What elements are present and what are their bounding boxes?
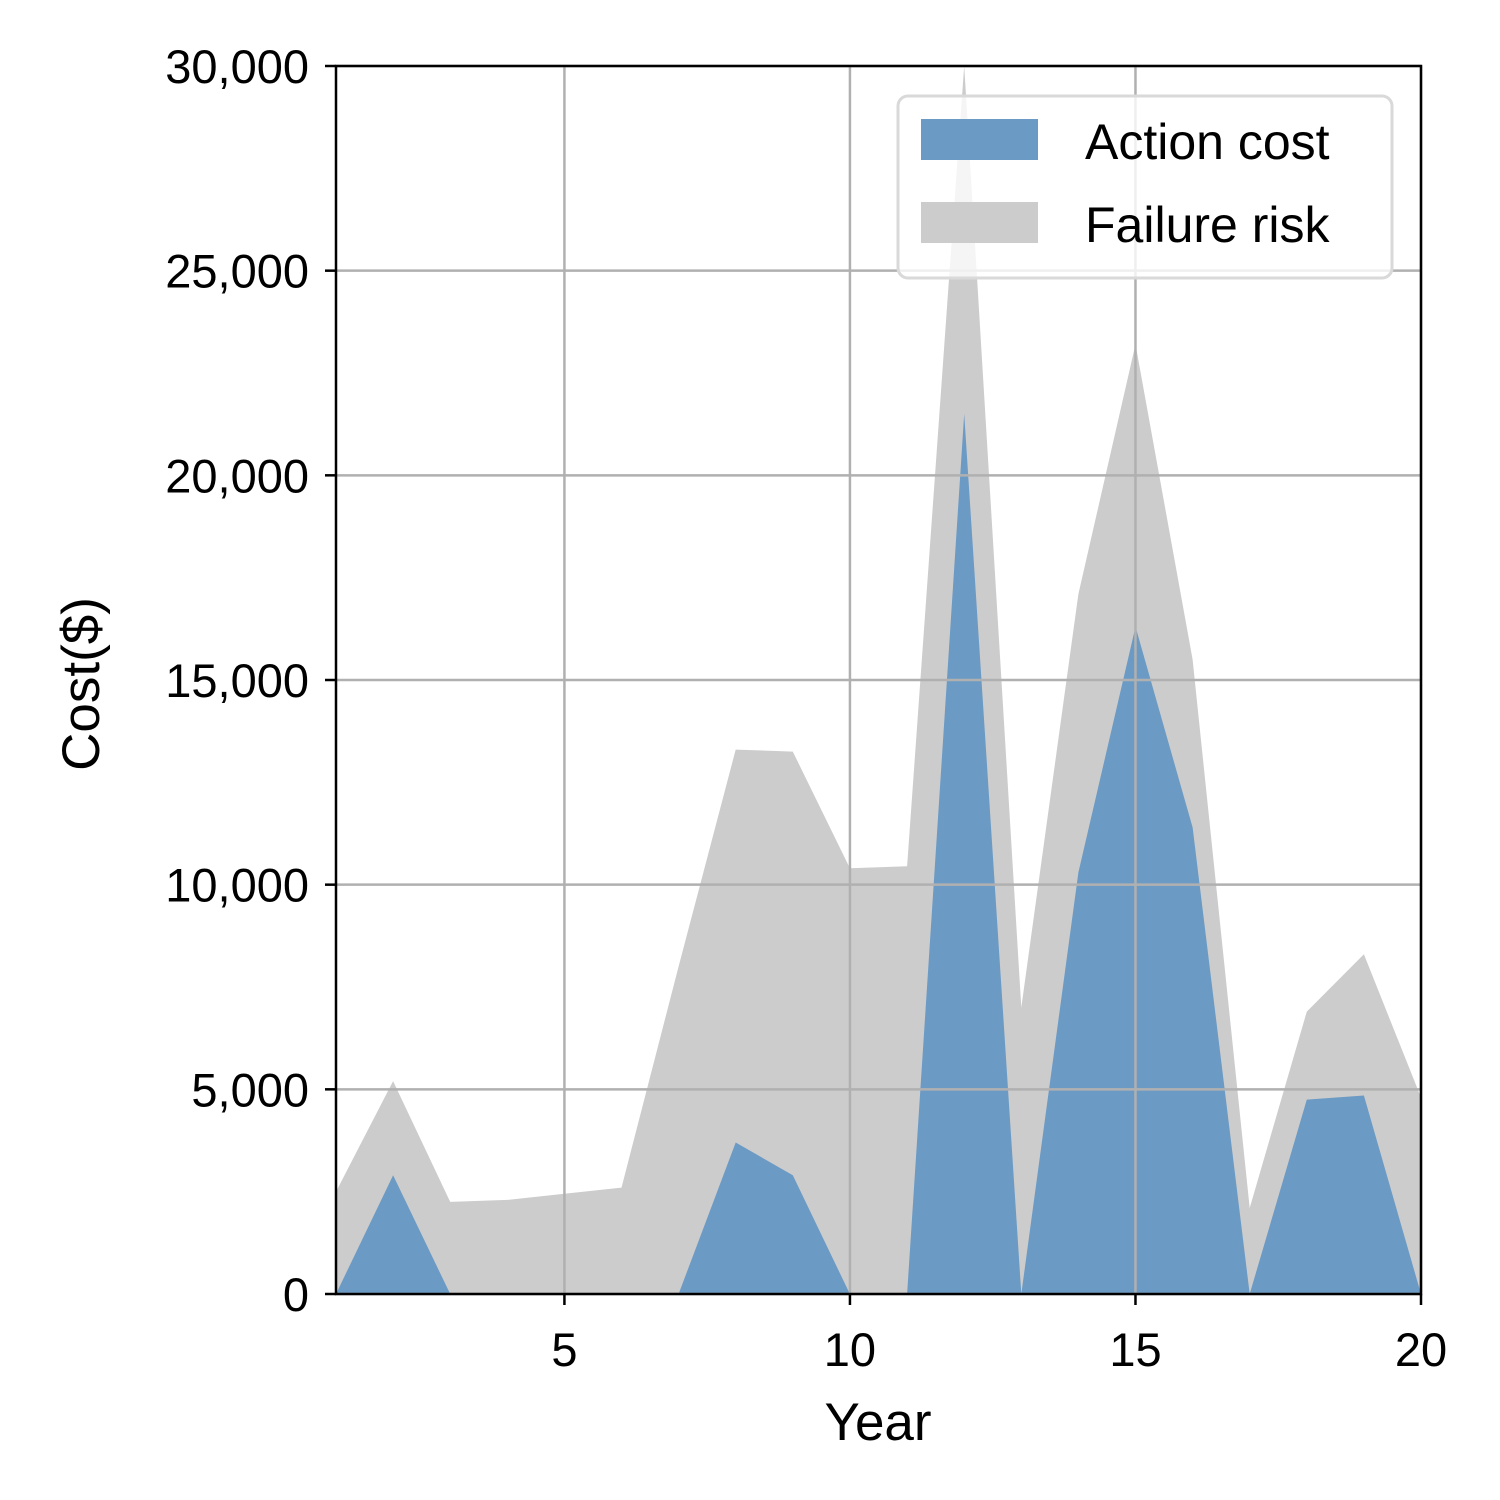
y-tick-label: 5,000 <box>191 1063 309 1116</box>
y-tick-label: 20,000 <box>165 449 309 502</box>
area-action-cost <box>336 413 1421 1294</box>
legend-label-failure-risk: Failure risk <box>1085 197 1330 253</box>
y-tick-label: 15,000 <box>165 654 309 707</box>
area-layer <box>336 66 1421 1294</box>
legend-swatch-action-cost <box>921 119 1038 160</box>
legend-swatch-failure-risk <box>921 202 1038 243</box>
y-tick-label: 10,000 <box>165 859 309 912</box>
tick-layer: 5 10 15 20 0 5,000 10,000 15,000 20,000 25,000 30,… <box>165 40 1447 1376</box>
y-axis-label: Cost($) <box>52 597 111 771</box>
x-tick-label: 15 <box>1109 1323 1161 1376</box>
y-tick-label: 30,000 <box>165 40 309 93</box>
x-tick-label: 20 <box>1395 1323 1447 1376</box>
legend-label-action-cost: Action cost <box>1085 114 1330 170</box>
y-tick-label: 0 <box>283 1268 309 1321</box>
legend: Action cost Failure risk <box>896 94 1394 280</box>
y-tick-label: 25,000 <box>165 245 309 298</box>
x-axis-label: Year <box>824 1393 931 1452</box>
x-tick-label: 5 <box>551 1323 577 1376</box>
x-tick-label: 10 <box>824 1323 876 1376</box>
